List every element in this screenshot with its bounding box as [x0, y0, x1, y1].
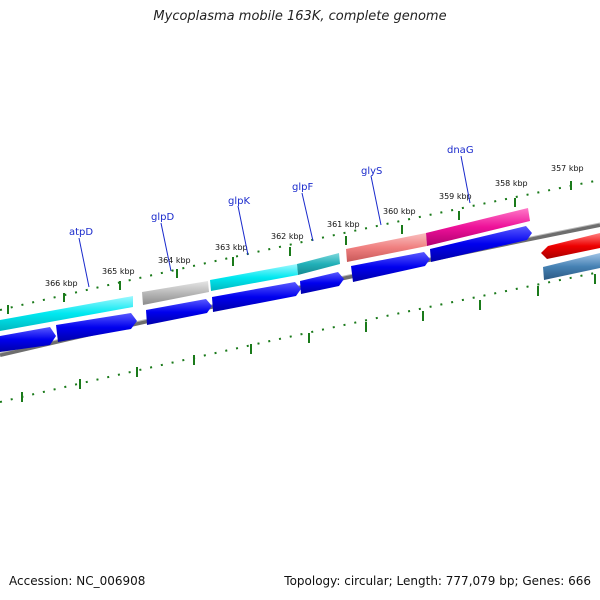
cds-arrow [0, 327, 56, 352]
feature-gray [142, 281, 209, 305]
cds-arrow [212, 282, 301, 312]
inner-major-ticks [21, 274, 596, 402]
feature-teal [297, 253, 340, 275]
scale-label: 365 kbp [102, 267, 135, 276]
scale-label: 358 kbp [495, 179, 528, 188]
scale-label: 361 kbp [327, 220, 360, 229]
genome-summary-text: Topology: circular; Length: 777,079 bp; … [284, 574, 591, 588]
scale-label: 364 kbp [158, 256, 191, 265]
feature-salmon [346, 233, 427, 262]
outer-tick-ring [0, 179, 600, 311]
feature-cyan-1 [0, 296, 133, 331]
gene-label-atpd[interactable]: atpD [69, 227, 93, 238]
scale-label: 363 kbp [215, 243, 248, 252]
cds-arrow [300, 272, 344, 294]
gene-leader-lines [78, 155, 471, 288]
scale-label: 357 kbp [551, 164, 584, 173]
gene-label-dnag[interactable]: dnaG [447, 145, 474, 156]
cds-arrow [351, 252, 430, 282]
scale-label: 366 kbp [45, 279, 78, 288]
cds-arrow [146, 299, 212, 325]
map-title: Mycoplasma mobile 163K, complete genome [153, 9, 447, 24]
cds-arrow [430, 226, 532, 262]
feature-pink [426, 208, 530, 246]
feature-steelblue [543, 253, 600, 280]
outer-major-ticks [7, 181, 572, 314]
scale-label: 362 kbp [271, 232, 304, 241]
cds-arrow [56, 313, 137, 342]
cds-ring [0, 226, 600, 352]
scale-labels: 357 kbp 358 kbp 359 kbp 360 kbp 361 kbp … [45, 164, 584, 288]
gene-label-glpk[interactable]: glpK [228, 196, 250, 207]
accession-text: Accession: NC_006908 [9, 574, 146, 588]
gene-label-glpf[interactable]: glpF [292, 182, 313, 193]
feature-cyan-2 [210, 264, 298, 291]
inner-tick-ring [0, 271, 600, 403]
gene-label-glpd[interactable]: glpD [151, 212, 174, 223]
feature-ring-top [0, 208, 600, 331]
scale-label: 359 kbp [439, 192, 472, 201]
gene-label-glys[interactable]: glyS [361, 166, 382, 177]
gene-labels: dnaG glyS glpF glpK glpD atpD [69, 145, 474, 238]
feature-red [541, 233, 600, 259]
scale-label: 360 kbp [383, 207, 416, 216]
